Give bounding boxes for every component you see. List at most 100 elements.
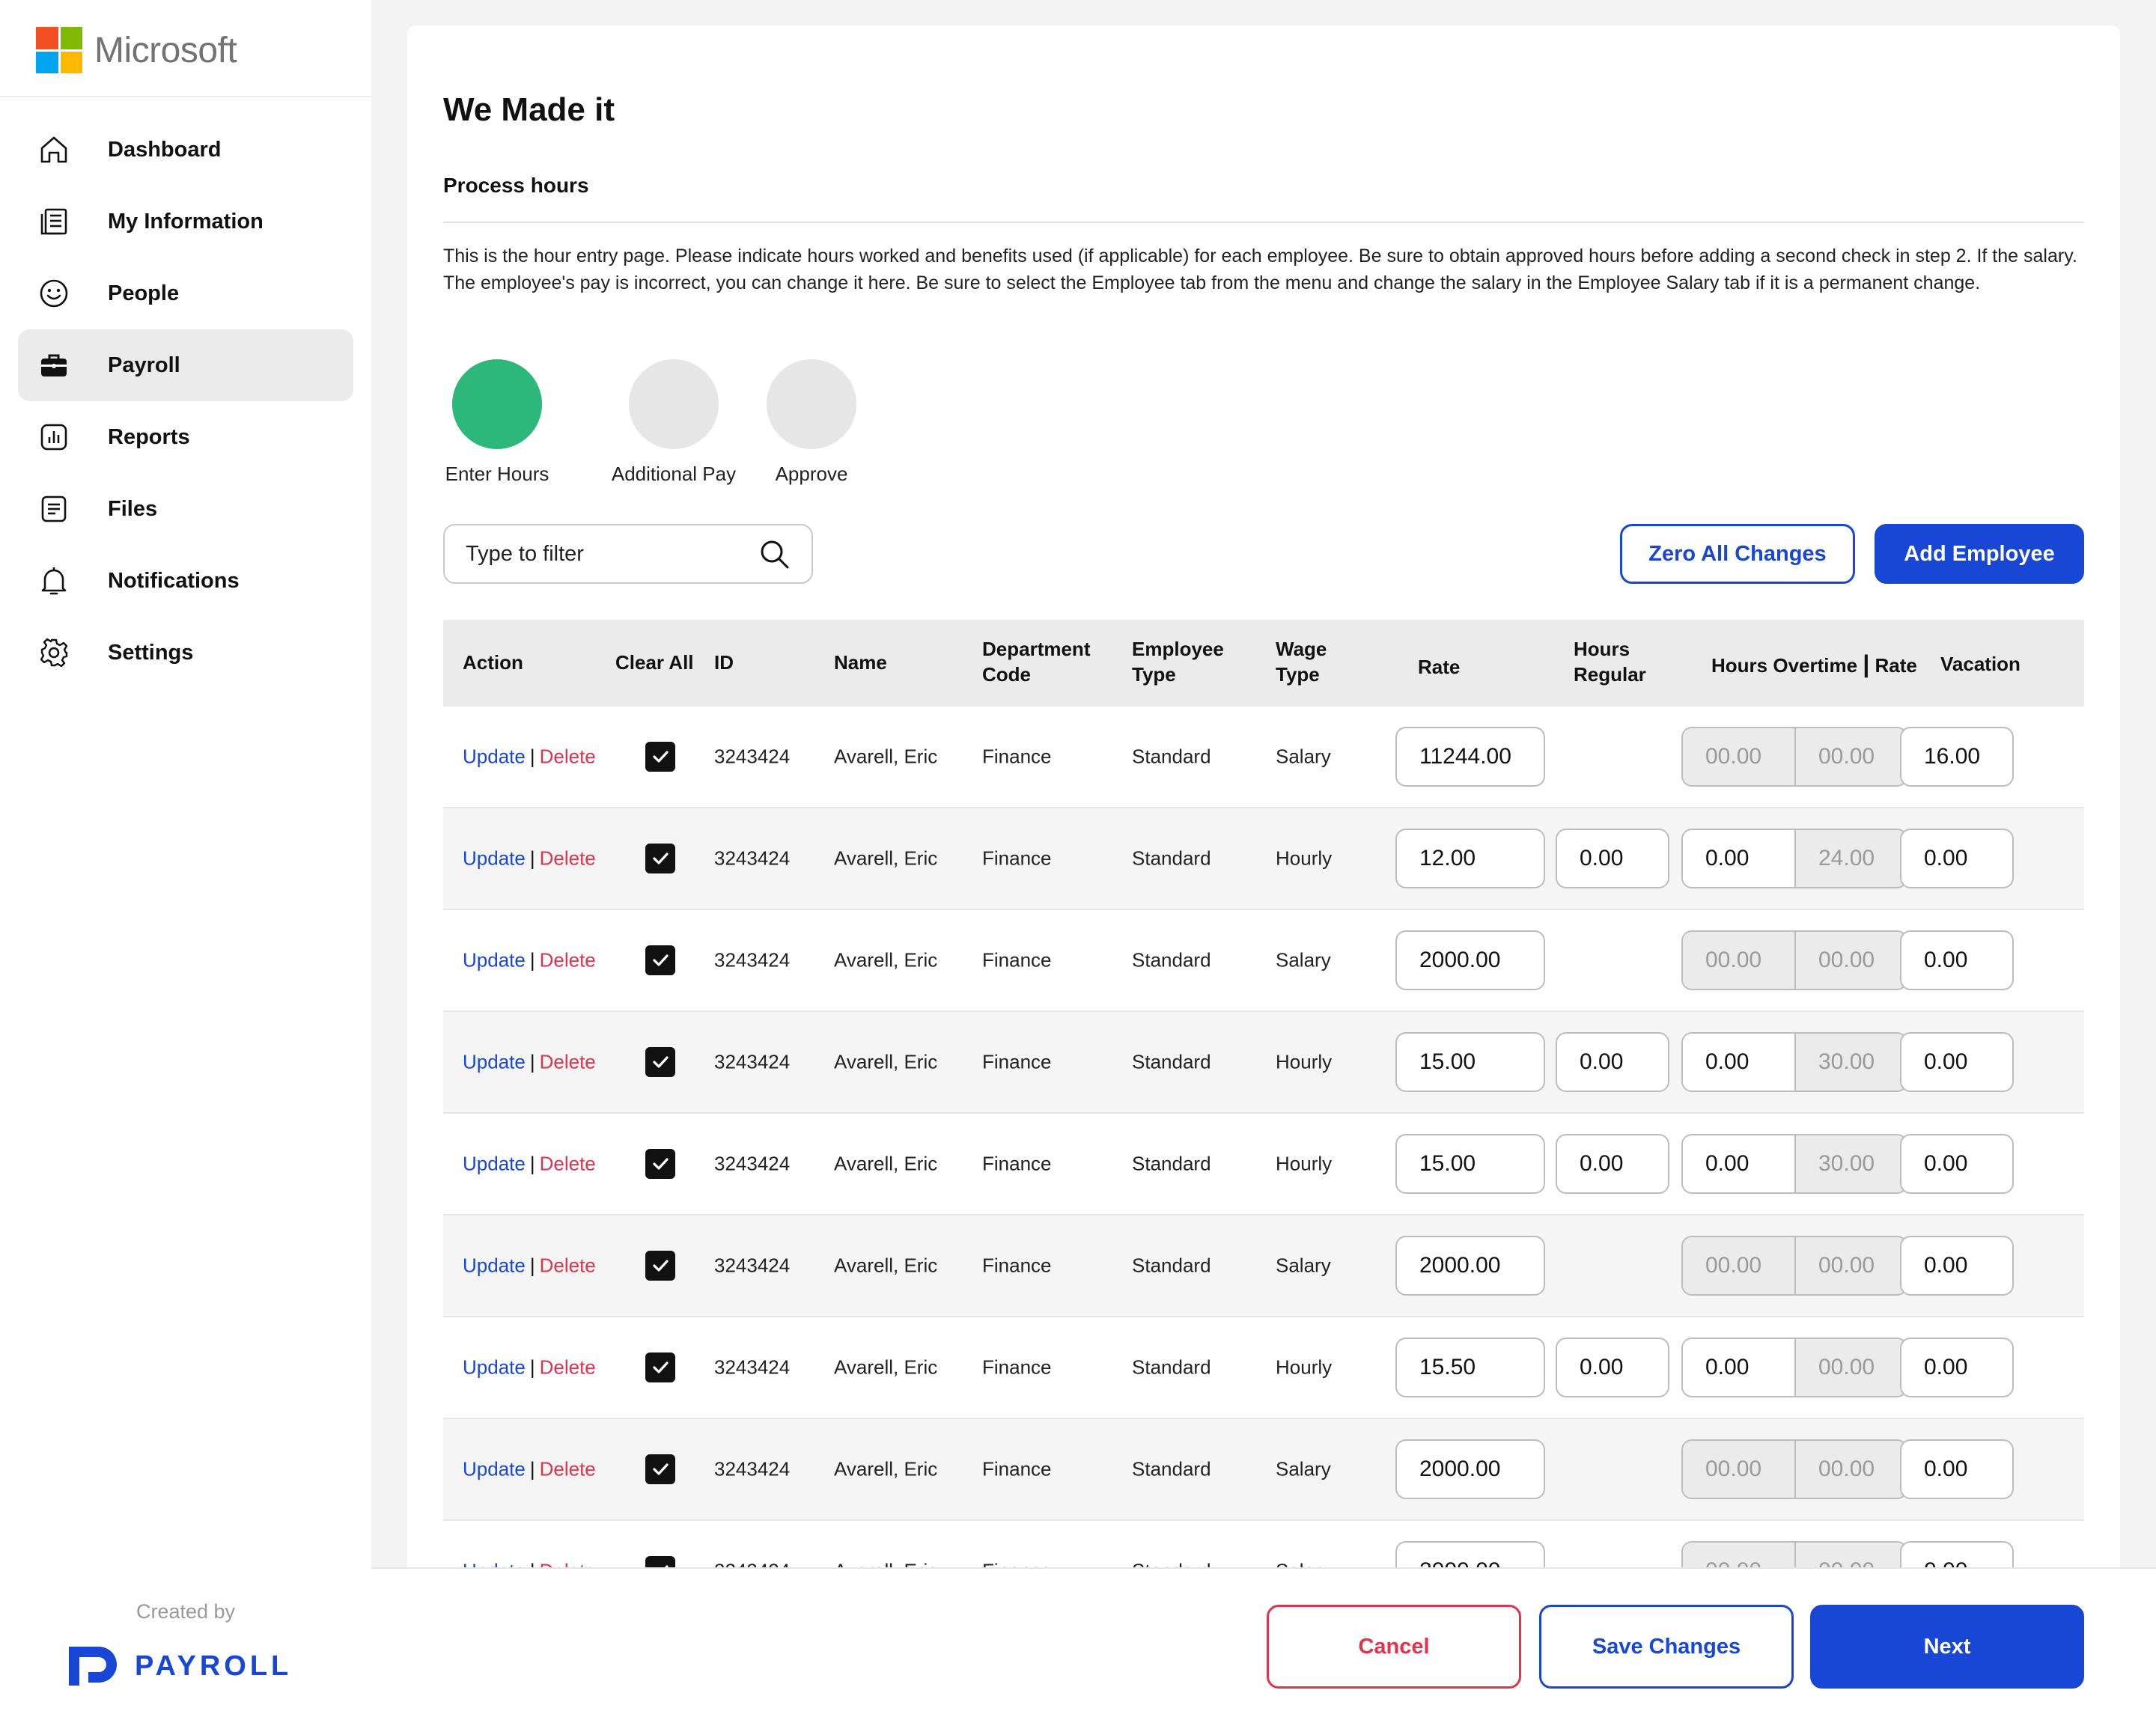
save-changes-button[interactable]: Save Changes [1539, 1605, 1794, 1689]
sidebar-item-files[interactable]: Files [18, 473, 353, 545]
hours-regular-input[interactable]: 0.00 [1556, 1338, 1669, 1397]
header-action: Action [463, 651, 523, 674]
sidebar-item-payroll[interactable]: Payroll [18, 329, 353, 401]
header-department-code: Department Code [982, 636, 1090, 687]
sidebar-item-label: People [108, 281, 180, 305]
header-line: Code [982, 663, 1031, 686]
clear-checkbox[interactable] [645, 1149, 675, 1179]
delete-link[interactable]: Delete [539, 1457, 596, 1480]
action-separator: | [529, 745, 535, 768]
employee-id: 3243424 [714, 745, 791, 768]
filter-input[interactable] [466, 541, 758, 567]
header-clear-all[interactable]: Clear All [615, 651, 694, 674]
sidebar-item-settings[interactable]: Settings [18, 617, 353, 689]
overtime-hours-input[interactable]: 0.00 [1683, 830, 1794, 887]
header-id: ID [714, 651, 734, 674]
clear-checkbox[interactable] [645, 1251, 675, 1281]
overtime-rate-field: 00.00 [1794, 1237, 1906, 1294]
vacation-input[interactable]: 0.00 [1900, 829, 2014, 888]
hours-regular-input[interactable]: 0.00 [1556, 1032, 1669, 1092]
delete-link[interactable]: Delete [539, 1152, 596, 1175]
delete-link[interactable]: Delete [539, 1355, 596, 1379]
row-actions: Update|Delete [463, 1356, 596, 1379]
step-enter-hours[interactable]: Enter Hours [443, 359, 551, 486]
overtime-rate-field: 00.00 [1794, 932, 1906, 989]
row-actions: Update|Delete [463, 949, 596, 972]
update-link[interactable]: Update [463, 1050, 526, 1073]
search-icon[interactable] [758, 537, 791, 570]
rate-input[interactable]: 12.00 [1395, 829, 1545, 888]
clear-checkbox[interactable] [645, 1454, 675, 1484]
action-separator: | [529, 948, 535, 972]
sidebar-item-reports[interactable]: Reports [18, 401, 353, 473]
clear-checkbox[interactable] [645, 1353, 675, 1382]
table-row: Update|Delete 3243424 Avarell, Eric Finance… [443, 910, 2084, 1012]
delete-link[interactable]: Delete [539, 745, 596, 768]
employee-id: 3243424 [714, 1457, 791, 1480]
header-line: Wage [1276, 638, 1327, 660]
vacation-input[interactable]: 16.00 [1900, 727, 2014, 787]
sidebar-item-notifications[interactable]: Notifications [18, 545, 353, 617]
table-row: Update|Delete 3243424 Avarell, Eric Finance… [443, 1317, 2084, 1419]
vacation-input[interactable]: 0.00 [1900, 1236, 2014, 1296]
rate-input[interactable]: 2000.00 [1395, 930, 1545, 990]
action-separator: | [529, 1152, 535, 1175]
delete-link[interactable]: Delete [539, 1050, 596, 1073]
rate-input[interactable]: 15.00 [1395, 1134, 1545, 1194]
brand-name: Microsoft [94, 30, 237, 70]
update-link[interactable]: Update [463, 948, 526, 972]
vacation-input[interactable]: 0.00 [1900, 1338, 2014, 1397]
step-circle [629, 359, 719, 449]
payroll-logo-icon [69, 1647, 117, 1686]
sidebar-item-my-information[interactable]: My Information [18, 186, 353, 257]
briefcase-icon [36, 347, 72, 383]
cancel-button[interactable]: Cancel [1267, 1605, 1521, 1689]
employee-name: Avarell, Eric [834, 1152, 938, 1175]
step-additional-pay[interactable]: Additional Pay [590, 359, 758, 486]
hours-regular-input[interactable]: 0.00 [1556, 829, 1669, 888]
vacation-input[interactable]: 0.00 [1900, 1439, 2014, 1499]
rate-input[interactable]: 11244.00 [1395, 727, 1545, 787]
rate-input[interactable]: 2000.00 [1395, 1439, 1545, 1499]
vacation-input[interactable]: 0.00 [1900, 930, 2014, 990]
zero-all-changes-button[interactable]: Zero All Changes [1620, 524, 1855, 584]
header-rate: Rate [1418, 656, 1461, 678]
employee-name: Avarell, Eric [834, 948, 938, 972]
overtime-hours-input[interactable]: 0.00 [1683, 1135, 1794, 1192]
delete-link[interactable]: Delete [539, 1254, 596, 1277]
sidebar-item-people[interactable]: People [18, 257, 353, 329]
vacation-input[interactable]: 0.00 [1900, 1032, 2014, 1092]
rate-input[interactable]: 2000.00 [1395, 1236, 1545, 1296]
update-link[interactable]: Update [463, 1457, 526, 1480]
vacation-input[interactable]: 0.00 [1900, 1134, 2014, 1194]
clear-checkbox[interactable] [645, 742, 675, 772]
employee-name: Avarell, Eric [834, 1254, 938, 1277]
next-button[interactable]: Next [1810, 1605, 2084, 1689]
overtime-hours-input[interactable]: 0.00 [1683, 1034, 1794, 1091]
hours-regular-input[interactable]: 0.00 [1556, 1134, 1669, 1194]
rate-input[interactable]: 15.00 [1395, 1032, 1545, 1092]
delete-link[interactable]: Delete [539, 948, 596, 972]
bar-chart-icon [36, 419, 72, 455]
brand-divider [0, 96, 371, 97]
delete-link[interactable]: Delete [539, 847, 596, 870]
sidebar-item-dashboard[interactable]: Dashboard [18, 114, 353, 186]
clear-checkbox[interactable] [645, 1047, 675, 1077]
update-link[interactable]: Update [463, 1254, 526, 1277]
step-label: Approve [775, 463, 848, 485]
clear-checkbox[interactable] [645, 945, 675, 975]
employee-name: Avarell, Eric [834, 1457, 938, 1480]
sidebar-item-label: Payroll [108, 353, 180, 377]
rate-input[interactable]: 15.50 [1395, 1338, 1545, 1397]
update-link[interactable]: Update [463, 1355, 526, 1379]
sidebar: Microsoft Dashboard My Information People P… [0, 0, 371, 1723]
update-link[interactable]: Update [463, 745, 526, 768]
document-list-icon [36, 204, 72, 240]
update-link[interactable]: Update [463, 1152, 526, 1175]
table-row: Update|Delete 3243424 Avarell, Eric Finance… [443, 1114, 2084, 1216]
update-link[interactable]: Update [463, 847, 526, 870]
step-approve[interactable]: Approve [758, 359, 865, 486]
add-employee-button[interactable]: Add Employee [1875, 524, 2084, 584]
clear-checkbox[interactable] [645, 844, 675, 873]
overtime-hours-input[interactable]: 0.00 [1683, 1339, 1794, 1396]
